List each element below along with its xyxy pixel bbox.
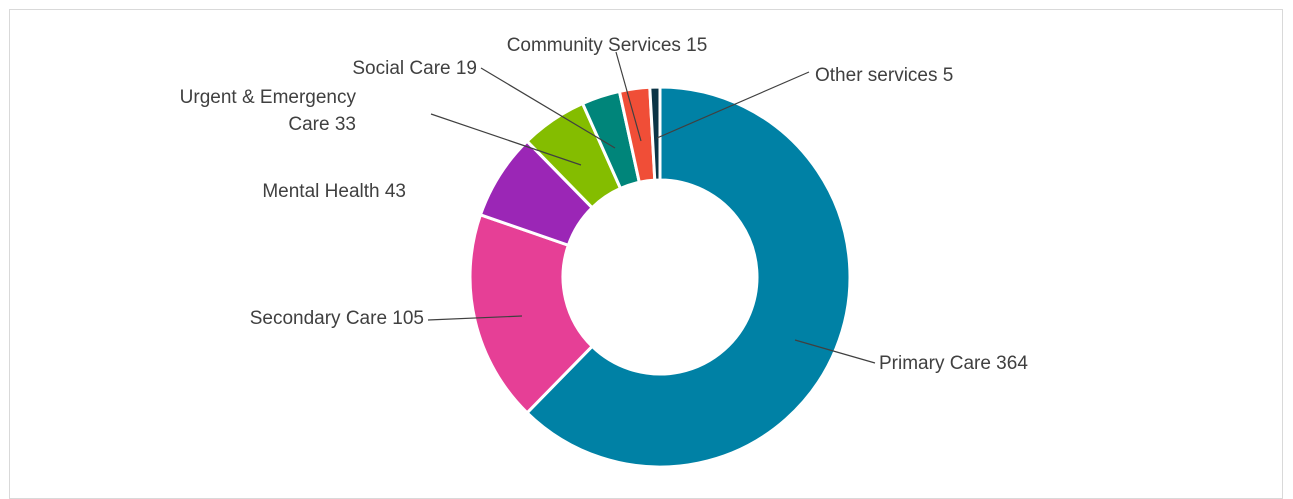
data-label-urgent-and-emergency-care: Urgent & Emergency Care 33: [180, 87, 357, 135]
leader-lines: [427, 51, 876, 364]
data-label-social-care: Social Care 19: [352, 58, 477, 79]
slice-secondary-care: [468, 212, 595, 415]
leader-line-community-services: [615, 51, 642, 142]
chart-area: Primary Care 364 Secondary Care 105 Mental…: [9, 9, 1283, 499]
data-label-mental-health: Mental Health 43: [262, 181, 406, 202]
leader-line-social-care: [480, 67, 616, 149]
leader-line-secondary-care: [427, 315, 523, 321]
doughnut-chart: Primary Care 364 Secondary Care 105 Mental…: [180, 35, 1029, 469]
leader-line-urgent-and-emergency-care: [430, 113, 582, 166]
slice-primary-care: [524, 85, 852, 469]
data-label-community-services: Community Services 15: [507, 35, 708, 56]
data-label-primary-care: Primary Care 364: [879, 353, 1028, 374]
data-label-secondary-care: Secondary Care 105: [250, 308, 424, 329]
slices: [468, 85, 852, 469]
leader-line-other-services: [656, 71, 810, 139]
data-label-other-services: Other services 5: [815, 65, 953, 86]
slice-other-services: [648, 85, 662, 182]
data-labels: Primary Care 364 Secondary Care 105 Mental…: [180, 35, 1029, 374]
leader-line-primary-care: [794, 339, 876, 364]
